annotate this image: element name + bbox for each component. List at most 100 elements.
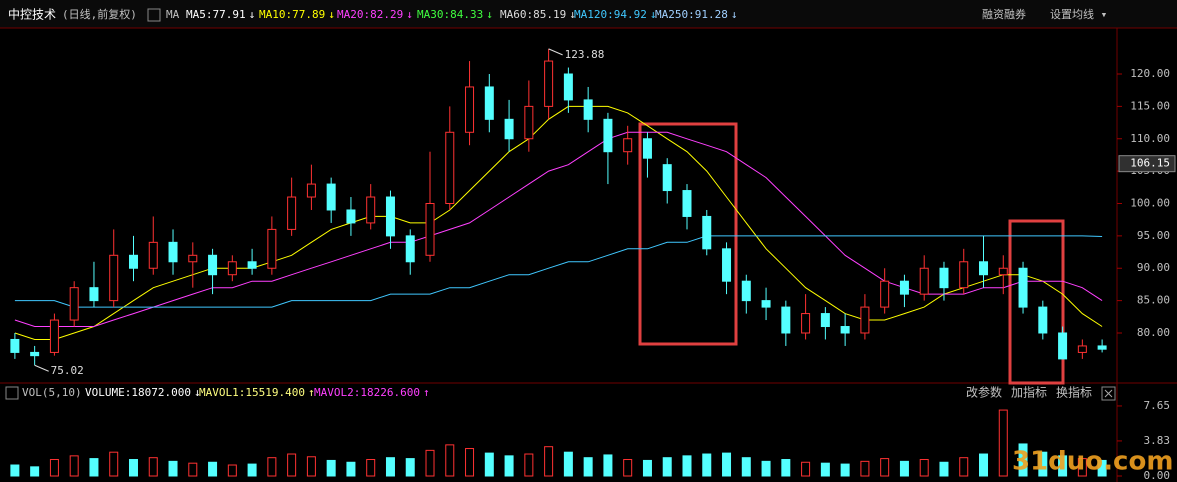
volume-bar — [346, 461, 356, 477]
candle-body — [899, 280, 909, 295]
candle-body — [642, 138, 652, 159]
help-icon[interactable] — [147, 8, 161, 22]
volume-bar — [1018, 443, 1028, 477]
candle-body — [247, 261, 257, 269]
y-tick-label: 85.00 — [1137, 294, 1170, 307]
indicator-label: MA — [166, 8, 180, 21]
volume-arrow: ↑ — [423, 386, 430, 399]
candle-body — [326, 183, 336, 211]
volume-bar — [1038, 451, 1048, 477]
candle-body — [623, 138, 633, 153]
volume-bar — [642, 459, 652, 477]
menu-item[interactable]: 设置均线 ▾ — [1050, 7, 1107, 21]
candle-body — [465, 86, 475, 133]
candle-body — [544, 60, 554, 107]
volume-bar — [306, 456, 316, 477]
volume-bar — [880, 458, 890, 477]
volume-bar — [544, 446, 554, 477]
candle-body — [405, 235, 415, 263]
candle-body — [880, 280, 890, 308]
help-icon[interactable] — [5, 386, 19, 400]
volume-bar — [405, 458, 415, 477]
y-tick-label: 90.00 — [1137, 261, 1170, 274]
ma-arrow: ↓ — [249, 8, 256, 21]
volume-bar — [168, 460, 178, 477]
volume-bar — [682, 455, 692, 477]
volume-bar — [109, 451, 119, 477]
ma-value: MA10:77.89 — [259, 8, 325, 21]
volume-bar — [761, 460, 771, 477]
high-label: 123.88 — [565, 48, 605, 61]
volume-bar — [722, 452, 732, 477]
volume-bar — [781, 459, 791, 477]
candle-body — [227, 261, 237, 276]
volume-bar — [385, 457, 395, 477]
volume-bar — [504, 455, 514, 477]
low-label: 75.02 — [51, 364, 84, 377]
volume-bar — [919, 459, 929, 477]
ma-value: MA30:84.33 — [417, 8, 483, 21]
y-tick-label: 120.00 — [1130, 67, 1170, 80]
y-tick-label: 0.00 — [1144, 469, 1171, 482]
volume-bar — [741, 457, 751, 477]
volume-bar — [801, 461, 811, 477]
ma-arrow: ↓ — [650, 8, 657, 21]
volume-arrow: ↓ — [194, 386, 201, 399]
volume-bar — [939, 461, 949, 477]
volume-bar — [820, 462, 830, 477]
candle-body — [128, 254, 138, 269]
highlight-box — [1008, 219, 1065, 385]
volume-bar — [1058, 455, 1068, 477]
candle-body — [1097, 345, 1107, 350]
volume-bar — [445, 444, 455, 477]
volume-bar — [425, 449, 435, 477]
volume-bar — [583, 457, 593, 477]
candle-body — [959, 261, 969, 289]
ma-line — [14, 235, 1103, 308]
button[interactable]: 加指标 — [1011, 385, 1047, 400]
volume-bar — [662, 457, 672, 477]
menu-item[interactable]: 融资融券 — [982, 7, 1026, 21]
candle-body — [287, 196, 297, 230]
candle-body — [603, 118, 613, 153]
candle-body — [109, 254, 119, 302]
volume-bar — [227, 464, 237, 477]
close-button[interactable] — [1101, 386, 1116, 401]
volume-bar — [247, 463, 257, 477]
ma-value: MA120:94.92 — [574, 8, 647, 21]
y-tick-label: 110.00 — [1130, 132, 1170, 145]
candle-body — [820, 313, 830, 328]
volume-value: VOLUME:18072.000 — [85, 386, 191, 399]
annotation-line — [34, 364, 49, 372]
volume-title: VOL(5,10) — [22, 386, 82, 399]
stock-name: 中控技术 — [8, 7, 56, 22]
button[interactable]: 改参数 — [966, 385, 1002, 400]
volume-bar — [148, 457, 158, 477]
volume-bar — [1077, 458, 1087, 477]
volume-bar — [524, 453, 534, 477]
volume-bar — [979, 453, 989, 477]
volume-bar — [623, 459, 633, 477]
candle-body — [563, 73, 573, 101]
candle-body — [69, 287, 79, 321]
candle-body — [484, 86, 494, 120]
volume-bar — [702, 453, 712, 477]
candle-body — [860, 306, 870, 334]
ma-value: MA250:91.28 — [655, 8, 728, 21]
volume-bar — [69, 455, 79, 477]
ma-arrow: ↓ — [406, 8, 413, 21]
volume-bar — [366, 459, 376, 477]
candle-body — [306, 183, 316, 198]
button[interactable]: 换指标 — [1056, 385, 1092, 400]
candle-body — [722, 248, 732, 282]
volume-bar — [563, 451, 573, 477]
candle-body — [49, 319, 59, 353]
volume-bar — [1097, 459, 1107, 477]
y-tick-label: 3.83 — [1144, 434, 1171, 447]
volume-arrow: ↑ — [308, 386, 315, 399]
candle-body — [385, 196, 395, 237]
volume-bar — [30, 466, 40, 477]
candle-body — [998, 267, 1008, 276]
volume-bar — [326, 459, 336, 477]
